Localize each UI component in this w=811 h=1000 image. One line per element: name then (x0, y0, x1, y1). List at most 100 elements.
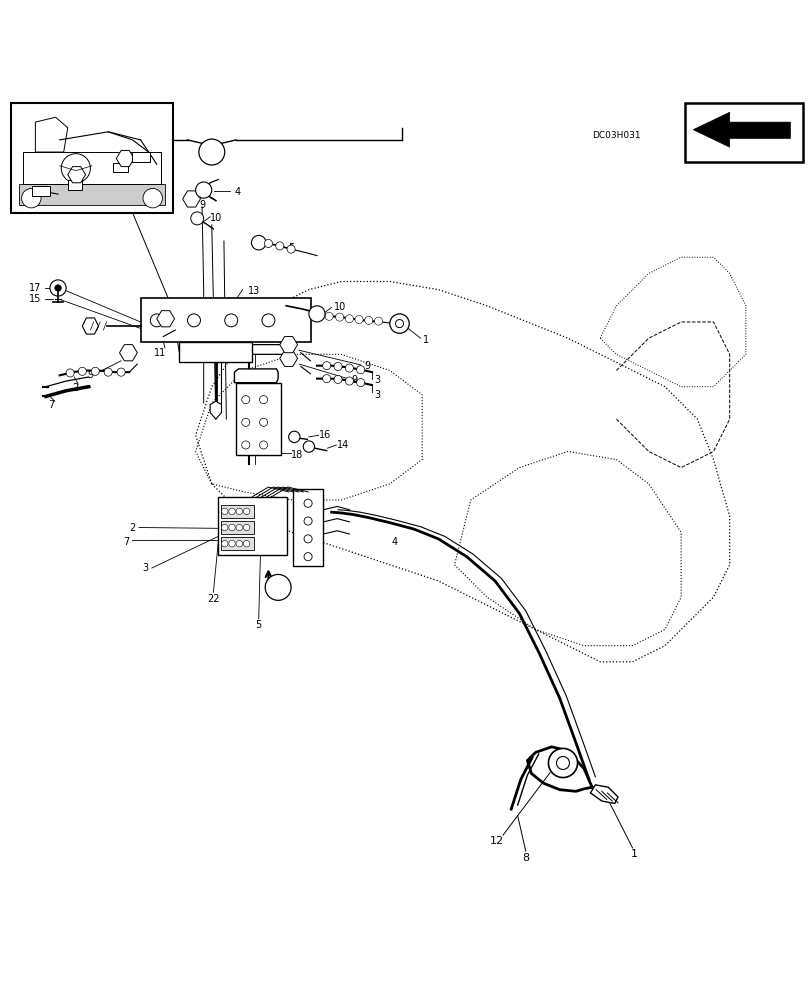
Circle shape (547, 748, 577, 778)
Circle shape (556, 757, 569, 769)
Circle shape (389, 314, 409, 333)
Circle shape (225, 314, 238, 327)
Polygon shape (119, 345, 137, 361)
Text: 14: 14 (337, 440, 349, 450)
Text: A: A (208, 147, 215, 157)
Circle shape (303, 441, 314, 452)
Bar (140, 298, 310, 342)
Circle shape (50, 280, 66, 296)
Circle shape (287, 245, 294, 253)
Circle shape (322, 375, 330, 383)
Text: 21: 21 (115, 162, 127, 172)
Circle shape (117, 368, 125, 376)
Text: 15: 15 (29, 294, 41, 304)
Circle shape (324, 312, 333, 320)
Circle shape (242, 441, 250, 449)
Text: 8: 8 (521, 853, 529, 863)
Circle shape (333, 362, 341, 371)
Circle shape (143, 188, 162, 208)
Bar (684, 103, 801, 162)
Text: 21: 21 (91, 187, 103, 197)
Text: 9: 9 (142, 157, 148, 167)
Polygon shape (210, 401, 221, 419)
Circle shape (345, 364, 353, 372)
Text: 3: 3 (374, 390, 380, 400)
Circle shape (229, 540, 235, 547)
Text: 7: 7 (122, 537, 129, 547)
Text: 9: 9 (88, 370, 93, 380)
Polygon shape (82, 318, 98, 334)
Bar (11, 103, 173, 213)
Bar (221, 505, 254, 518)
Text: 20: 20 (26, 197, 38, 207)
Bar (113, 163, 127, 172)
Text: 20: 20 (158, 154, 171, 164)
Text: 1: 1 (423, 335, 429, 345)
Circle shape (303, 499, 311, 507)
Bar (221, 521, 254, 534)
Bar (292, 489, 323, 566)
Circle shape (303, 553, 311, 561)
Circle shape (243, 524, 250, 531)
Circle shape (199, 139, 225, 165)
Text: 1: 1 (630, 849, 637, 859)
Circle shape (262, 314, 275, 327)
Polygon shape (116, 150, 134, 167)
Circle shape (54, 285, 61, 291)
Circle shape (22, 188, 41, 208)
Circle shape (236, 540, 242, 547)
Text: A: A (275, 583, 281, 592)
Text: 18: 18 (290, 450, 303, 460)
Polygon shape (182, 191, 200, 207)
Circle shape (61, 154, 90, 183)
Circle shape (322, 362, 330, 370)
Circle shape (260, 441, 268, 449)
Text: 17: 17 (29, 283, 41, 293)
Text: 9: 9 (184, 329, 191, 339)
Circle shape (333, 375, 341, 383)
Bar (179, 342, 252, 362)
Polygon shape (36, 117, 67, 152)
Circle shape (221, 524, 228, 531)
Text: 5: 5 (288, 243, 294, 253)
Circle shape (91, 367, 99, 375)
Bar (132, 152, 150, 162)
Text: 10: 10 (333, 302, 345, 312)
Circle shape (303, 535, 311, 543)
Text: 2: 2 (73, 383, 79, 393)
Circle shape (364, 316, 372, 324)
Text: 11: 11 (153, 348, 166, 358)
Polygon shape (590, 785, 617, 803)
Text: 9: 9 (350, 375, 357, 385)
Circle shape (260, 396, 268, 404)
Circle shape (288, 431, 299, 443)
Bar (218, 497, 287, 555)
Circle shape (236, 524, 242, 531)
Text: 5: 5 (255, 620, 261, 630)
Circle shape (229, 524, 235, 531)
Circle shape (260, 418, 268, 426)
Circle shape (78, 367, 86, 375)
Circle shape (236, 508, 242, 515)
Text: DC03H031: DC03H031 (591, 131, 640, 140)
Polygon shape (157, 311, 174, 327)
Polygon shape (19, 184, 165, 205)
Bar (32, 186, 50, 196)
Circle shape (335, 313, 343, 321)
Circle shape (243, 540, 250, 547)
Circle shape (276, 242, 284, 250)
Circle shape (374, 317, 382, 325)
Circle shape (354, 315, 363, 324)
Circle shape (303, 517, 311, 525)
Circle shape (104, 368, 112, 376)
Circle shape (265, 574, 290, 600)
Bar (67, 180, 82, 190)
Polygon shape (693, 112, 789, 147)
Circle shape (264, 239, 272, 248)
Text: 4: 4 (234, 187, 240, 197)
Circle shape (187, 314, 200, 327)
Circle shape (356, 366, 364, 374)
Circle shape (66, 369, 74, 377)
Text: 4: 4 (391, 537, 397, 547)
Circle shape (191, 212, 204, 225)
